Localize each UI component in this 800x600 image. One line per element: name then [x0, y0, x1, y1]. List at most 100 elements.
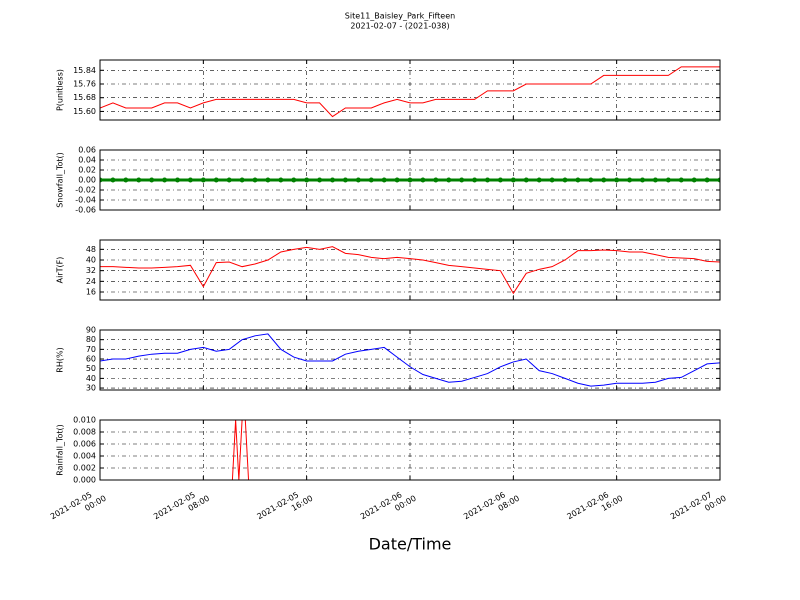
y-tick-label: 0.04 — [78, 156, 96, 165]
y-tick-label: 15.84 — [73, 66, 96, 75]
data-marker — [523, 177, 529, 183]
y-tick-label: 30 — [86, 384, 96, 393]
data-marker — [510, 177, 516, 183]
plot-area — [100, 333, 720, 387]
data-marker — [226, 177, 232, 183]
data-marker — [614, 177, 620, 183]
data-marker — [355, 177, 361, 183]
data-marker — [200, 177, 206, 183]
data-marker — [536, 177, 542, 183]
data-marker — [123, 177, 129, 183]
y-tick-label: 0.00 — [78, 176, 96, 185]
y-tick-label: -0.02 — [75, 186, 96, 195]
data-marker — [291, 177, 297, 183]
y-tick-label: 15.76 — [73, 80, 96, 89]
data-marker — [317, 177, 323, 183]
data-marker — [368, 177, 374, 183]
y-axis-label: AirT(F) — [56, 257, 65, 284]
y-tick-label: 0.002 — [73, 464, 96, 473]
title: Site11_Baisley_Park_Fifteen — [345, 12, 455, 21]
plot-area — [100, 66, 720, 118]
data-marker — [304, 177, 310, 183]
y-tick-label: 0.004 — [73, 452, 96, 461]
data-marker — [472, 177, 478, 183]
axes-frame — [99, 59, 721, 121]
data-marker — [110, 177, 116, 183]
y-tick-label: 40 — [86, 256, 96, 265]
y-tick-label: 70 — [86, 345, 96, 354]
y-tick-label: 16 — [86, 288, 96, 297]
axes-frame — [99, 239, 721, 301]
data-marker — [407, 177, 413, 183]
y-tick-label: 50 — [86, 364, 96, 373]
y-tick-label: 90 — [86, 326, 96, 335]
data-marker — [433, 177, 439, 183]
y-tick-label: 80 — [86, 335, 96, 344]
axes-frame — [99, 329, 721, 391]
y-tick-label: 40 — [86, 374, 96, 383]
data-line — [100, 420, 720, 480]
y-tick-label: 0.000 — [73, 476, 96, 485]
data-marker — [342, 177, 348, 183]
y-tick-label: -0.04 — [75, 196, 96, 205]
y-axis-label: Snowfall_Tot() — [56, 152, 65, 208]
y-tick-label: 0.008 — [73, 428, 96, 437]
data-marker — [717, 177, 720, 183]
data-marker — [149, 177, 155, 183]
y-axis-label: Rainfall_Tot() — [56, 424, 65, 476]
data-marker — [446, 177, 452, 183]
data-marker — [162, 177, 168, 183]
data-marker — [601, 177, 607, 183]
data-marker — [640, 177, 645, 183]
data-line — [100, 66, 720, 118]
y-axis-label: P(unitless) — [56, 69, 65, 111]
y-tick-label: 15.68 — [73, 93, 96, 102]
data-marker — [175, 177, 180, 183]
data-marker — [588, 177, 594, 183]
data-marker — [691, 177, 697, 183]
data-marker — [252, 177, 258, 183]
data-marker — [420, 177, 426, 183]
data-marker — [136, 177, 142, 183]
data-marker — [330, 177, 335, 183]
data-marker — [381, 177, 387, 183]
data-marker — [213, 177, 219, 183]
y-tick-label: 0.006 — [73, 440, 96, 449]
data-line — [100, 333, 720, 387]
data-marker — [575, 177, 581, 183]
data-marker — [627, 177, 633, 183]
data-line — [100, 246, 720, 295]
axes-frame — [99, 419, 721, 481]
y-tick-label: 15.60 — [73, 107, 96, 116]
data-marker — [562, 177, 568, 183]
y-tick-label: 32 — [86, 266, 96, 275]
data-marker — [549, 177, 555, 183]
axes-frame — [99, 149, 721, 211]
data-marker — [485, 177, 490, 183]
data-marker — [665, 177, 671, 183]
plot-area — [100, 246, 720, 295]
plot-area — [100, 177, 720, 183]
y-tick-label: 48 — [86, 245, 96, 254]
data-marker — [652, 177, 658, 183]
data-marker — [394, 177, 400, 183]
y-tick-label: 24 — [86, 277, 96, 286]
data-marker — [497, 177, 503, 183]
x-axis-label: Date/Time — [369, 535, 452, 554]
data-marker — [704, 177, 710, 183]
data-marker — [187, 177, 193, 183]
y-tick-label: 0.06 — [78, 146, 96, 155]
data-marker — [459, 177, 465, 183]
y-tick-label: -0.06 — [75, 206, 96, 215]
subtitle: 2021-02-07 - (2021-038) — [350, 22, 449, 31]
y-tick-label: 0.010 — [73, 416, 96, 425]
data-marker — [239, 177, 245, 183]
data-marker — [678, 177, 684, 183]
data-marker — [278, 177, 284, 183]
y-tick-label: 0.02 — [78, 166, 96, 175]
data-marker — [265, 177, 271, 183]
y-tick-label: 60 — [86, 355, 96, 364]
data-marker — [100, 177, 103, 183]
plot-area — [100, 420, 720, 480]
